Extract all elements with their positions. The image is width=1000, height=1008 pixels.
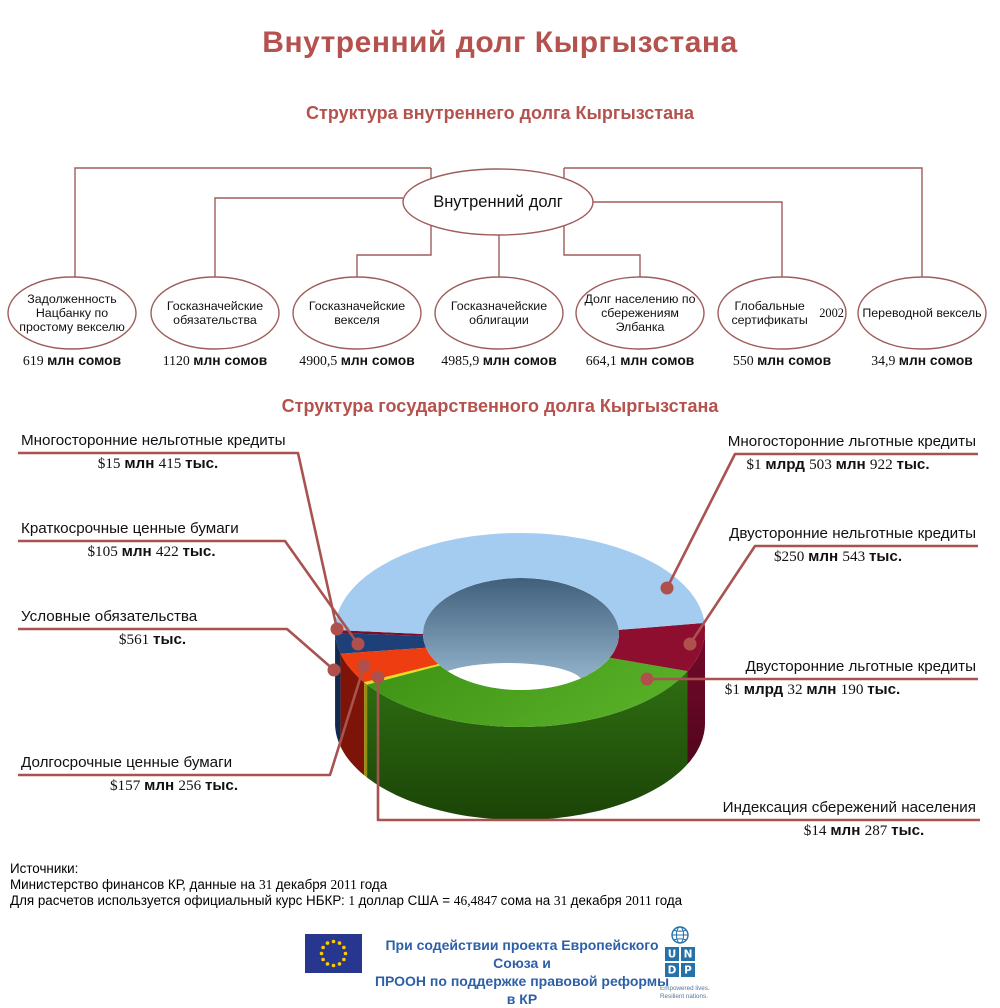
callout-multilateral-nonconcessional: Многосторонние нельготные кредиты $15 мл… [18,431,298,473]
svg-text:U: U [668,949,677,961]
callout-value: $157 млн 256 тыс. [18,777,330,795]
eu-text-line: При содействии проекта Европейского Союз… [372,936,672,972]
callout-dot [661,582,674,595]
tree-node-label: Госказначейские облигации [437,279,561,347]
callout-title: Многосторонние нельготные кредиты [18,431,298,451]
tree-node-label: Глобальные сертификаты 2002 [720,279,844,347]
undp-tagline: Empowered lives. Resilient nations. [660,985,716,1000]
callout-value: $105 млн 422 тыс. [18,543,285,561]
callout-title: Двусторонние нельготные кредиты [698,524,978,544]
callout-savings-indexation: Индексация сбережений населения $14 млн … [600,798,978,840]
undp-letter-grid: U N D P [665,947,695,977]
tree-node-value: 4900,5 млн сомов [282,353,432,369]
tree-node-value: 619 млн сомов [0,353,147,369]
svg-text:N: N [684,949,693,961]
connector-line [564,168,922,277]
callout-dot [358,660,371,673]
un-emblem-icon [672,927,688,943]
chart-section-subtitle: Структура государственного долга Кыргызс… [0,396,1000,417]
callout-long-term-securities: Долгосрочные ценные бумаги $157 млн 256 … [18,753,330,795]
tree-node-value: 4985,9 млн сомов [424,353,574,369]
callout-title: Долгосрочные ценные бумаги [18,753,330,773]
undp-tagline-line: Resilient nations. [660,993,716,1001]
callout-multilateral-concessional: Многосторонние льготные кредиты $1 млрд … [698,432,978,474]
callout-value: $1 млрд 503 млн 922 тыс. [698,456,978,474]
callout-title: Двусторонние льготные кредиты [647,657,978,677]
tree-node-value: 34,9 млн сомов [847,353,997,369]
donut-slice-side [364,682,367,777]
callout-value: $250 млн 543 тыс. [698,548,978,566]
svg-text:P: P [684,965,692,977]
callout-value: $15 млн 415 тыс. [18,455,298,473]
callout-value: $14 млн 287 тыс. [750,822,978,840]
connector-line [215,198,403,277]
page-title: Внутренний долг Кыргызстана [0,26,1000,60]
tree-node-label: Госказначейские обязательства [153,279,277,347]
sources-line: Министерство финансов КР, данные на 31 д… [10,877,970,893]
callout-value: $1 млрд 32 млн 190 тыс. [647,681,978,699]
sources-heading: Источники: [10,861,970,877]
callout-short-term-securities: Краткосрочные ценные бумаги $105 млн 422… [18,519,285,561]
sources-block: Источники: Министерство финансов КР, дан… [10,861,970,910]
tree-node-label: Задолженность Нацбанку по простому вексе… [10,279,134,347]
callout-dot [352,638,365,651]
callout-line [667,454,978,588]
callout-dot [684,638,697,651]
callout-dot [328,664,341,677]
tree-node-label: Долг населению по сбережениям Элбанка [578,279,702,347]
callout-contingent-liabilities: Условные обязательства $561 тыс. [18,607,287,649]
undp-tagline-line: Empowered lives. [660,985,716,993]
callout-title: Краткосрочные ценные бумаги [18,519,285,539]
callout-dot [372,671,385,684]
callout-title: Многосторонние льготные кредиты [698,432,978,452]
connector-line [75,168,431,277]
tree-node-value: 664,1 млн сомов [565,353,715,369]
callout-bilateral-nonconcessional: Двусторонние нельготные кредиты $250 млн… [698,524,978,566]
eu-undp-support-text: При содействии проекта Европейского Союз… [372,936,672,1008]
callout-value: $561 тыс. [18,631,287,649]
sources-line: Для расчетов используется официальный ку… [10,893,970,909]
tree-node-label: Переводной вексель [860,279,984,347]
callout-title: Индексация сбережений населения [600,798,978,818]
callout-dot [331,623,344,636]
connector-line [593,202,782,277]
tree-section-subtitle: Структура внутреннего долга Кыргызстана [0,103,1000,124]
callout-bilateral-concessional: Двусторонние льготные кредиты $1 млрд 32… [647,657,978,699]
tree-node-value: 1120 млн сомов [140,353,290,369]
svg-text:D: D [668,965,677,977]
undp-logo: U N D P [662,925,698,983]
tree-root-label: Внутренний долг [403,171,593,233]
tree-node-label: Госказначейские векселя [295,279,419,347]
callout-title: Условные обязательства [18,607,287,627]
eu-text-line: ПРООН по поддержке правовой реформы в КР [372,972,672,1008]
tree-node-value: 550 млн сомов [707,353,857,369]
eu-flag-logo [305,934,362,973]
